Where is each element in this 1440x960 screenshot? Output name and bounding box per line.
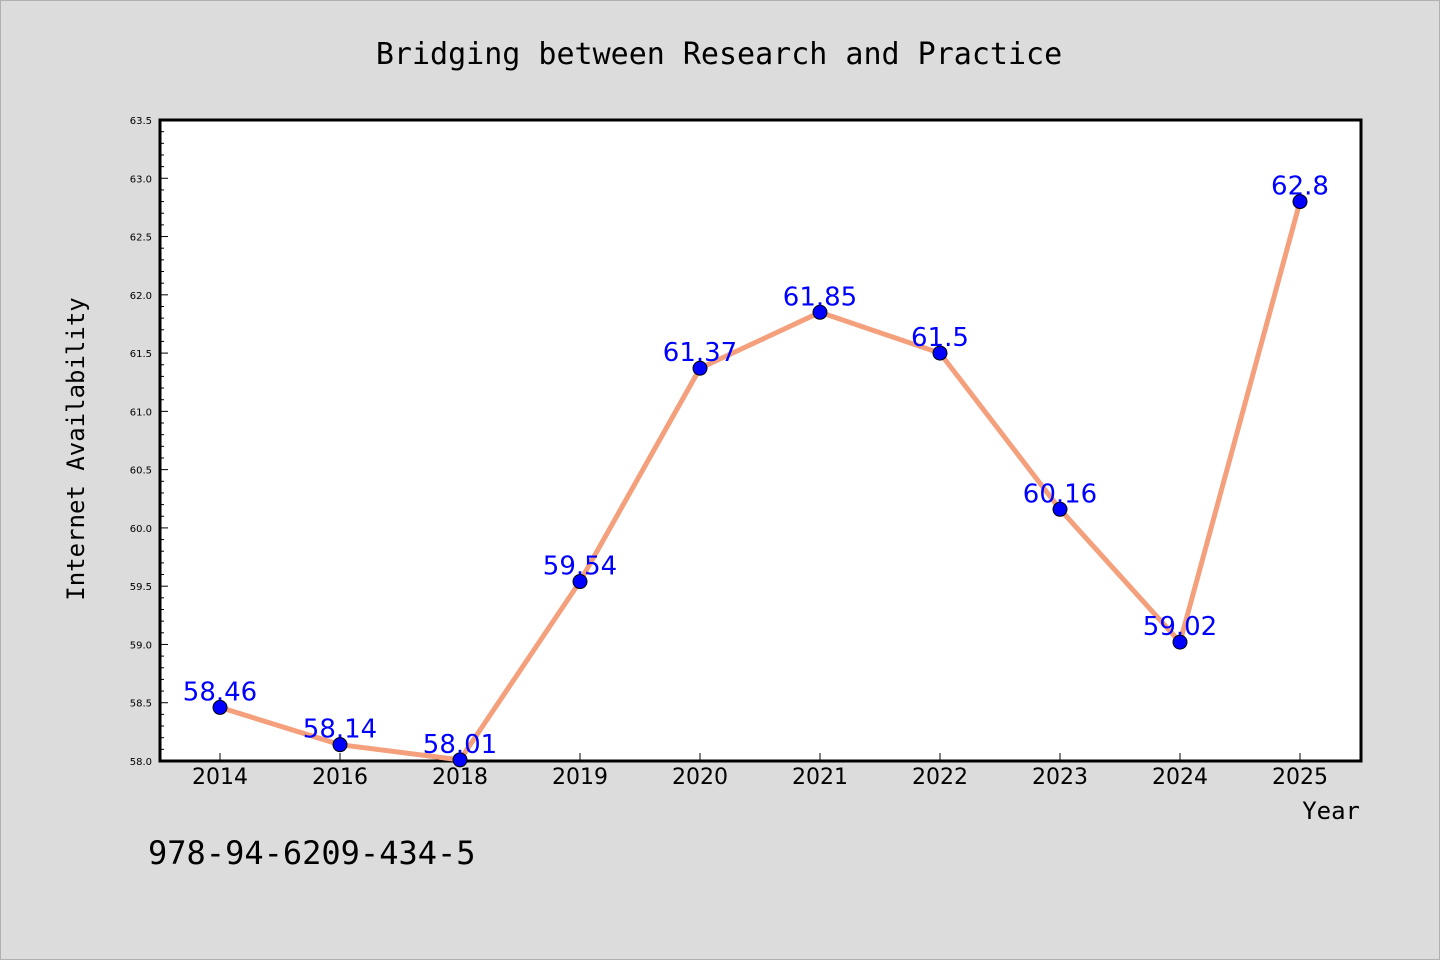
markers-group xyxy=(212,194,1308,768)
y-tick-label: 61.5 xyxy=(130,349,152,360)
y-tick-label: 63.5 xyxy=(130,116,152,127)
y-tick-label: 59.5 xyxy=(130,582,152,593)
series-line-group xyxy=(219,200,1303,763)
data-point xyxy=(212,699,228,715)
y-tick-label: 61.0 xyxy=(130,407,152,418)
y-tick-label: 59.0 xyxy=(130,640,152,651)
data-label: 59.54 xyxy=(543,552,617,582)
x-tick-label: 2024 xyxy=(1152,765,1208,790)
x-tick-label: 2019 xyxy=(552,765,608,790)
series-line xyxy=(219,200,1303,763)
x-tick-label: 2014 xyxy=(192,765,248,790)
data-label: 61.37 xyxy=(663,338,737,368)
data-point xyxy=(1172,634,1188,650)
x-axis: 2014 2016 2018 2019 2020 2021 2022 2023 2024 2025 xyxy=(192,753,1328,790)
x-tick-label: 2021 xyxy=(792,765,848,790)
data-label: 59.02 xyxy=(1143,612,1217,642)
data-point xyxy=(932,345,948,361)
y-tick-label: 60.0 xyxy=(130,524,152,535)
y-tick-label: 60.5 xyxy=(130,466,152,477)
data-point xyxy=(1292,194,1308,210)
data-labels-group: 58.46 58.14 58.01 59.54 61.37 61.85 61.5 60.16 5… xyxy=(183,172,1329,760)
data-label: 58.46 xyxy=(183,677,257,707)
y-tick-label: 58.5 xyxy=(130,699,152,710)
data-point xyxy=(812,304,828,320)
plot-area xyxy=(158,118,1363,763)
data-point xyxy=(572,574,588,590)
y-tick-label: 63.0 xyxy=(130,174,152,185)
data-label: 58.01 xyxy=(423,730,497,760)
isbn-text: 978-94-6209-434-5 xyxy=(148,834,476,872)
chart-title: Bridging between Research and Practice xyxy=(376,37,1062,72)
data-label: 60.16 xyxy=(1023,479,1097,509)
x-tick-label: 2025 xyxy=(1272,765,1328,790)
y-axis: 58.0 58.5 59.0 59.5 60.0 60.5 61.0 61.5 62.0 62.5… xyxy=(130,116,168,768)
data-point xyxy=(1052,501,1068,517)
x-axis-title: Year xyxy=(1302,797,1360,825)
data-label: 58.14 xyxy=(303,715,377,745)
data-point xyxy=(692,360,708,376)
x-tick-label: 2022 xyxy=(912,765,968,790)
y-tick-label: 62.5 xyxy=(130,233,152,244)
x-tick-label: 2020 xyxy=(672,765,728,790)
x-tick-label: 2016 xyxy=(312,765,368,790)
data-label: 62.8 xyxy=(1271,172,1329,202)
data-point xyxy=(332,737,348,753)
data-label: 61.5 xyxy=(911,323,969,353)
y-tick-label: 58.0 xyxy=(130,757,152,768)
y-axis-title: Internet Availability xyxy=(62,297,90,600)
x-tick-label: 2018 xyxy=(432,765,488,790)
x-tick-label: 2023 xyxy=(1032,765,1088,790)
data-point xyxy=(452,752,468,768)
data-label: 61.85 xyxy=(783,282,857,312)
y-tick-label: 62.0 xyxy=(130,291,152,302)
